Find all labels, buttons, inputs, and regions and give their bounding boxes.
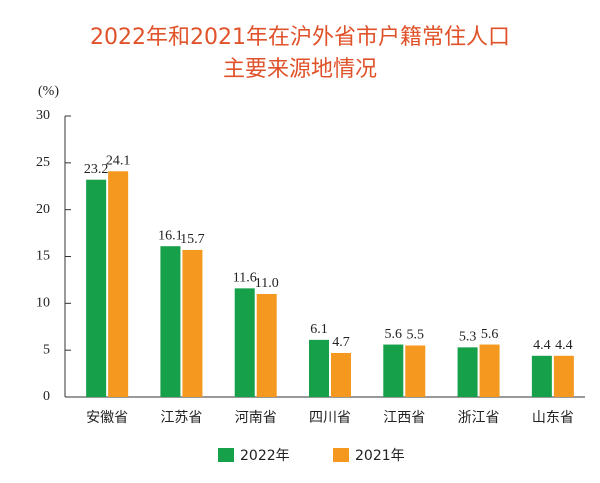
bar [182,249,203,397]
bar [531,355,552,397]
y-tick-label: 30 [36,108,50,123]
legend-label: 2022年 [240,448,290,464]
y-tick-label: 0 [43,389,50,404]
legend-swatch [333,448,349,462]
value-label: 5.6 [385,327,403,342]
bar [160,246,181,397]
x-tick-label: 浙江省 [458,410,500,426]
bar [309,339,329,397]
x-tick-label: 山东省 [532,410,574,426]
y-tick-label: 25 [36,155,50,170]
x-tick-label: 江西省 [383,410,425,426]
value-label: 15.7 [180,232,205,247]
y-tick-label: 20 [36,202,50,217]
bar [405,345,426,397]
value-label: 23.2 [84,162,109,177]
x-tick-label: 四川省 [309,410,351,426]
value-label: 11.6 [233,271,257,286]
x-tick-label: 安徽省 [86,410,128,426]
bar [457,347,478,397]
value-label: 16.1 [158,228,183,243]
bar [479,344,500,397]
bar [234,288,255,397]
bar [331,352,351,397]
x-tick-label: 河南省 [235,410,277,426]
bar [553,355,574,397]
legend-swatch [218,448,234,462]
value-label: 4.7 [332,335,350,350]
bar [383,344,404,397]
legend-label: 2021年 [355,448,405,464]
bar [108,171,129,397]
value-label: 5.3 [459,330,477,345]
y-tick-label: 5 [43,342,50,357]
bar [256,293,277,397]
chart-title: 主要来源地情况 [223,57,377,82]
value-label: 5.6 [481,327,499,342]
value-label: 4.4 [555,338,573,353]
bar [86,179,107,397]
value-label: 4.4 [533,338,551,353]
y-tick-label: 10 [36,296,50,311]
y-tick-label: 15 [36,249,50,264]
x-tick-label: 江苏省 [160,410,202,426]
value-label: 24.1 [106,153,131,168]
value-label: 6.1 [310,322,328,337]
chart-title: 2022年和2021年在沪外省市户籍常住人口 [90,25,510,50]
y-axis-label: (%) [38,84,59,99]
value-label: 5.5 [407,328,425,343]
value-label: 11.0 [255,276,279,291]
